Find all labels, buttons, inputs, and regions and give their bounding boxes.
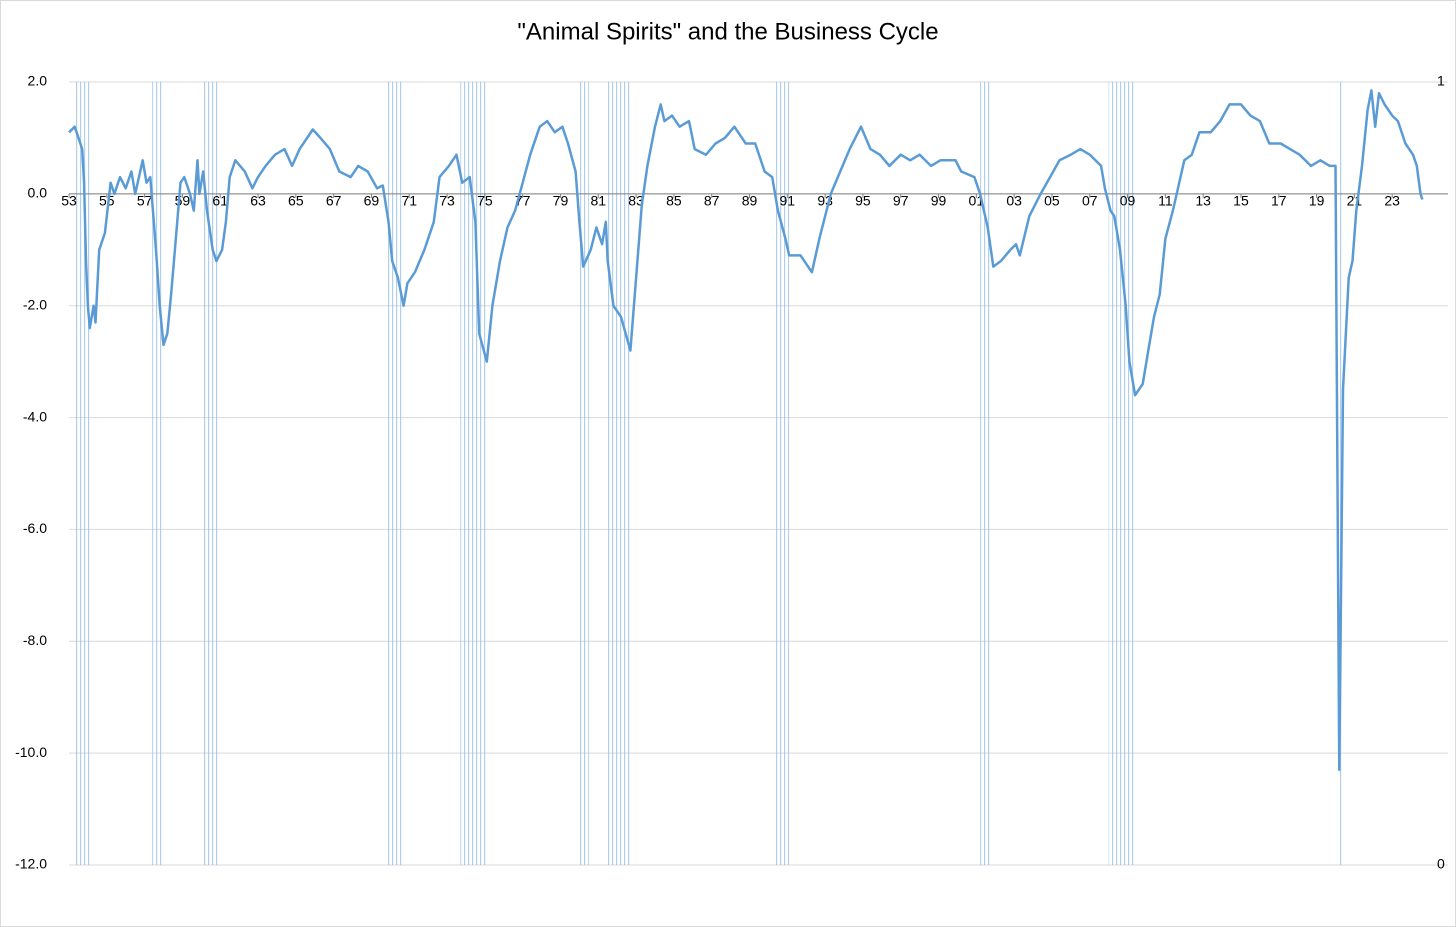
recession-band <box>775 82 790 865</box>
recession-band <box>74 82 90 865</box>
x-tick-label: 97 <box>893 193 909 209</box>
x-tick-label: 95 <box>855 193 871 209</box>
x-tick-label: 69 <box>364 193 380 209</box>
x-tick-label: 15 <box>1233 193 1249 209</box>
x-tick-label: 23 <box>1384 193 1400 209</box>
recession-band <box>980 82 992 865</box>
data-line <box>68 89 1424 772</box>
x-tick-label: 55 <box>99 193 115 209</box>
x-tick-label: 13 <box>1195 193 1211 209</box>
x-tick-label: 17 <box>1271 193 1287 209</box>
x-tick-label: 83 <box>628 193 644 209</box>
y-tick-label: -6.0 <box>23 520 47 536</box>
x-tick-label: 59 <box>175 193 191 209</box>
y-tick-label: 0.0 <box>28 185 48 201</box>
x-tick-label: 57 <box>137 193 153 209</box>
x-tick-label: 91 <box>780 193 796 209</box>
x-tick-label: 11 <box>1158 193 1173 209</box>
y-tick-label: -12.0 <box>15 856 47 872</box>
x-tick-label: 03 <box>1006 193 1022 209</box>
y-tick-label: 2.0 <box>28 73 48 89</box>
recession-band <box>152 82 164 865</box>
x-tick-label: 67 <box>326 193 342 209</box>
x-tick-label: 87 <box>704 193 720 209</box>
x-tick-label: 53 <box>61 193 77 209</box>
y2-tick-label: 0 <box>1437 856 1445 872</box>
y-tick-label: -10.0 <box>15 744 47 760</box>
x-tick-label: 07 <box>1082 193 1098 209</box>
x-tick-label: 75 <box>477 193 493 209</box>
recession-band <box>577 82 589 865</box>
y2-tick-label: 1 <box>1437 73 1445 89</box>
y-tick-label: -4.0 <box>23 408 47 424</box>
x-tick-label: 79 <box>553 193 569 209</box>
x-tick-label: 61 <box>212 193 228 209</box>
x-tick-label: 09 <box>1120 193 1136 209</box>
x-tick-label: 71 <box>401 193 417 209</box>
x-tick-label: 05 <box>1044 193 1060 209</box>
chart-title: "Animal Spirits" and the Business Cycle <box>517 18 938 45</box>
x-tick-label: 85 <box>666 193 682 209</box>
y-tick-label: -8.0 <box>23 632 47 648</box>
recession-band <box>386 82 404 865</box>
recession-band <box>1337 82 1344 865</box>
recession-band <box>605 82 631 865</box>
x-tick-label: 99 <box>931 193 947 209</box>
x-tick-label: 65 <box>288 193 304 209</box>
x-tick-label: 21 <box>1347 193 1363 209</box>
recession-band <box>203 82 219 865</box>
x-tick-label: 89 <box>742 193 758 209</box>
x-tick-label: 63 <box>250 193 266 209</box>
y-tick-label: -2.0 <box>23 296 47 312</box>
x-tick-label: 81 <box>590 193 606 209</box>
x-tick-label: 19 <box>1309 193 1325 209</box>
x-tick-label: 73 <box>439 193 455 209</box>
